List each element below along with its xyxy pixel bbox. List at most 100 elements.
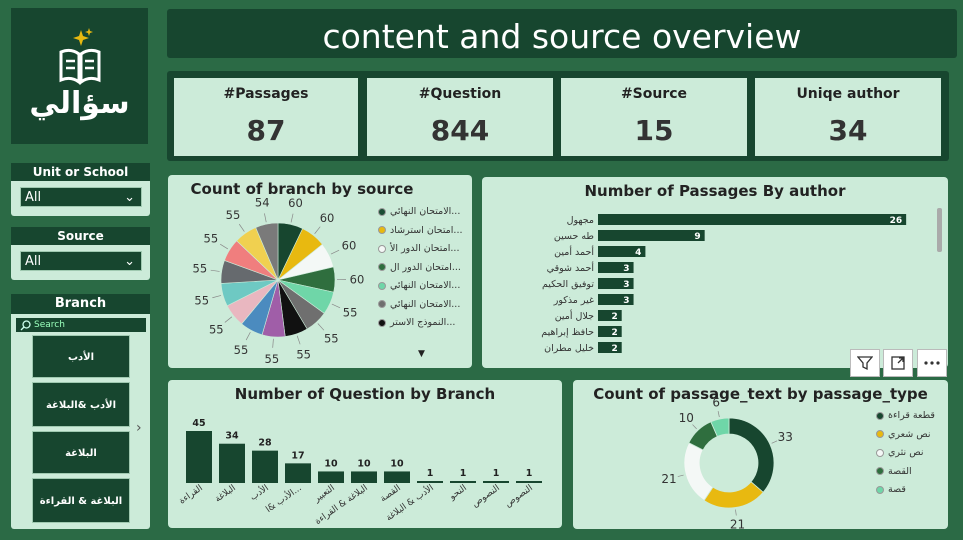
questions-chart-panel: Number of Question by Branch 45 القراءة 34… — [168, 380, 562, 528]
chart-title: Number of Passages By author — [584, 182, 846, 200]
category-label: غير مذكور — [553, 295, 594, 306]
donut-slice — [703, 481, 764, 509]
caret-down-icon[interactable]: ▼ — [418, 349, 425, 359]
category-label: طه حسين — [554, 231, 594, 242]
legend-label: الامتحان النهائي... — [390, 298, 461, 310]
source-slicer: Source All ⌄ — [11, 227, 150, 280]
data-label: 55 — [296, 348, 311, 362]
bar — [417, 481, 443, 483]
kpi-card-authors: Uniqe author 34 — [755, 78, 941, 156]
leader-line — [212, 295, 222, 299]
donut-slice — [683, 442, 714, 502]
branch-slicer: Branch Search الأدب الأدب &البلاغة البلا… — [11, 294, 150, 529]
category-label: القراءة — [178, 483, 205, 506]
kpi-card-questions: #Question 844 — [367, 78, 553, 156]
legend-label: امتحان استرشاد... — [390, 224, 463, 236]
donut-chart-panel: Count of passage_text by passage_type 33… — [573, 380, 948, 529]
data-label: 55 — [234, 343, 249, 357]
legend-label: نص نثري — [888, 447, 924, 458]
donut-slice — [728, 417, 775, 493]
bar — [598, 230, 705, 241]
legend-item: قطعة قراءة — [876, 410, 935, 424]
data-label: 9 — [694, 232, 700, 242]
legend-marker — [876, 467, 884, 475]
legend-item: امتحان الدور ال... — [378, 262, 461, 276]
kpi-value: 15 — [634, 114, 674, 147]
legend-item: نص نثري — [876, 447, 924, 461]
branch-item[interactable]: البلاغة — [32, 431, 130, 474]
legend-label: امتحان الدور الأ... — [390, 243, 460, 254]
category-label: جلال أمين — [555, 309, 594, 322]
data-label: 6 — [712, 395, 720, 409]
filter-icon[interactable] — [850, 349, 880, 377]
legend-marker — [378, 281, 386, 290]
legend-item: نص شعري — [876, 429, 931, 443]
data-label: 55 — [343, 305, 358, 319]
data-label: 10 — [357, 458, 371, 469]
category-label: القصة — [379, 483, 403, 504]
leader-line — [224, 316, 233, 323]
legend-item: القصة — [876, 466, 912, 480]
data-label: 2 — [611, 328, 617, 338]
leader-line — [264, 213, 267, 223]
bar — [450, 481, 476, 483]
data-label: 55 — [204, 231, 219, 245]
data-label: 54 — [255, 196, 270, 210]
category-label: النحو — [447, 483, 469, 502]
chevron-down-icon: ⌄ — [124, 190, 135, 205]
data-label: 55 — [265, 352, 280, 366]
branch-search-input[interactable]: Search — [16, 318, 146, 332]
legend-marker — [876, 485, 884, 494]
branch-item[interactable]: الأدب &البلاغة — [32, 382, 130, 427]
legend-item: قصة — [876, 484, 906, 498]
unit-dropdown[interactable]: All ⌄ — [20, 187, 142, 207]
kpi-label: #Passages — [223, 86, 309, 102]
data-label: 3 — [623, 280, 629, 290]
source-dropdown[interactable]: All ⌄ — [20, 251, 142, 271]
scrollbar[interactable] — [937, 208, 942, 252]
title-bar: content and source overview — [167, 9, 957, 58]
leader-line — [331, 303, 341, 309]
bar — [598, 246, 646, 257]
focus-mode-icon[interactable] — [883, 349, 913, 377]
leader-line — [717, 411, 720, 418]
data-label: 1 — [427, 468, 434, 479]
data-label: 2 — [611, 312, 617, 322]
data-label: 45 — [192, 418, 205, 429]
kpi-row: #Passages 87 #Question 844 #Source 15 Un… — [167, 71, 949, 161]
leader-line — [210, 269, 220, 272]
data-label: 55 — [226, 208, 241, 222]
bar — [598, 326, 622, 337]
category-label: خليل مطران — [544, 343, 594, 354]
kpi-card-source: #Source 15 — [561, 78, 747, 156]
data-label: 28 — [258, 438, 272, 449]
branch-item[interactable]: الأدب — [32, 335, 130, 378]
legend-item: امتحان الدور الأ... — [378, 243, 459, 257]
category-label: حافظ إبراهيم — [541, 327, 594, 338]
more-options-icon[interactable] — [917, 349, 947, 377]
slicer-title: Source — [11, 227, 150, 245]
bar — [598, 310, 622, 321]
data-label: 17 — [291, 450, 304, 461]
data-label: 34 — [225, 431, 239, 442]
authors-chart-panel: Number of Passages By author مجهول 26 طه ح… — [482, 177, 948, 368]
bar — [516, 481, 542, 483]
data-label: 1 — [460, 468, 467, 479]
legend-marker — [876, 430, 884, 438]
kpi-label: #Source — [620, 86, 688, 102]
chevron-right-icon[interactable]: › — [136, 420, 142, 436]
bar — [318, 471, 344, 483]
data-label: 60 — [342, 238, 357, 252]
bar — [598, 278, 634, 289]
branch-item[interactable]: البلاغة & القراءة — [32, 478, 130, 523]
category-label: النصوص — [503, 483, 534, 509]
data-label: 55 — [324, 331, 339, 345]
data-label: 10 — [679, 411, 694, 425]
leader-line — [677, 474, 684, 477]
leader-line — [314, 226, 321, 234]
data-label: 21 — [730, 517, 745, 529]
data-label: 60 — [350, 272, 365, 286]
legend-label: امتحان الدور ال... — [390, 261, 461, 273]
legend-label: النموذج الاستر... — [390, 317, 456, 328]
leader-line — [220, 243, 229, 250]
